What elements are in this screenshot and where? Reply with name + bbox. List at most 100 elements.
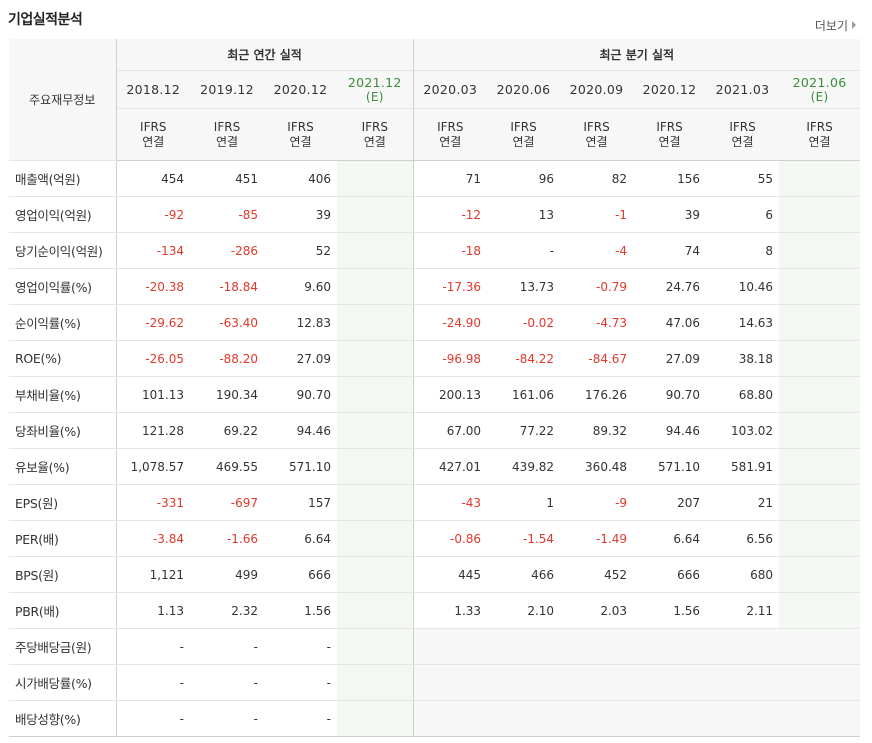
value-cell: 176.26: [560, 376, 634, 413]
value-cell: 121.28: [116, 412, 190, 449]
basis-standard: IFRS: [213, 119, 241, 134]
value-cell: -697: [190, 484, 264, 521]
table-row: PBR(배) 1.13 2.32 1.56 1.33 2.10 2.03 1.56 2.11: [9, 592, 861, 629]
value-cell: [706, 628, 780, 665]
value-cell: [487, 664, 561, 701]
value-cell: [337, 484, 414, 521]
value-cell: -286: [190, 232, 264, 269]
value-cell: [337, 196, 414, 233]
basis-scope: 연결: [215, 134, 239, 149]
period-label: 2020.03: [423, 82, 478, 97]
value-cell: 571.10: [633, 448, 707, 485]
period-label: 2020.06: [496, 82, 551, 97]
value-cell: 190.34: [190, 376, 264, 413]
corner-header: 주요재무정보: [9, 39, 117, 161]
period-header: 2018.12: [116, 70, 190, 109]
basis-standard: IFRS: [437, 119, 464, 134]
table-row: 당기순이익(억원) -134 -286 52 -18- -4 74 8: [9, 232, 861, 269]
financial-table-body: 매출액(억원) 454 451 406 71 96 82 156 55 영업이익(억원) -92 -8…: [9, 160, 861, 737]
value-cell: 67.00: [413, 412, 488, 449]
period-label: 2021.12: [347, 74, 402, 90]
row-label: 매출액(억원): [9, 160, 117, 197]
value-cell: -: [190, 700, 264, 737]
value-cell: -12: [413, 196, 488, 233]
value-cell: 451: [190, 160, 264, 197]
value-cell: [487, 628, 561, 665]
basis-scope: 연결: [808, 134, 831, 149]
value-cell: [633, 700, 707, 737]
table-row: 당좌비율(%) 121.28 69.22 94.46 67.00 77.22 89.32 94…: [9, 412, 861, 449]
value-cell: 161.06: [487, 376, 561, 413]
value-cell: 6.56: [706, 520, 780, 557]
value-cell: [779, 232, 861, 269]
period-header: 2021.06 (E): [779, 70, 861, 109]
period-label: 2018.12: [126, 82, 181, 97]
value-cell: -0.02: [487, 304, 561, 341]
row-label: 시가배당률(%): [9, 664, 117, 701]
value-cell: 466: [487, 556, 561, 593]
basis-header: IFRS 연결: [560, 108, 634, 161]
period-label: 2020.12: [642, 82, 697, 97]
period-label: 2021.06: [792, 74, 847, 90]
quarter-group-header: 최근 분기 실적: [413, 39, 861, 71]
more-link[interactable]: 더보기: [815, 17, 856, 34]
basis-header: IFRS 연결: [264, 108, 337, 161]
value-cell: 55: [706, 160, 780, 197]
value-cell: 94.46: [264, 412, 337, 449]
value-cell: 90.70: [264, 376, 337, 413]
row-label: 영업이익률(%): [9, 268, 117, 305]
table-row: PER(배) -3.84 -1.66 6.64 -0.86 -1.54 -1.49 6.64 6…: [9, 520, 861, 557]
basis-header: IFRS 연결: [487, 108, 561, 161]
value-cell: [779, 160, 861, 197]
value-cell: [337, 160, 414, 197]
value-cell: [633, 628, 707, 665]
value-cell: 96: [487, 160, 561, 197]
value-cell: -84.67: [560, 340, 634, 377]
value-cell: 74: [633, 232, 707, 269]
value-cell: 38.18: [706, 340, 780, 377]
period-header: 2021.03: [706, 70, 780, 109]
period-header: 2020.09: [560, 70, 634, 109]
value-cell: 680: [706, 556, 780, 593]
value-cell: -: [264, 628, 337, 665]
value-cell: -43: [413, 484, 488, 521]
value-cell: -134: [116, 232, 190, 269]
value-cell: [337, 556, 414, 593]
more-link-label: 더보기: [814, 19, 848, 33]
value-cell: -: [264, 700, 337, 737]
period-header: 2020.12: [264, 70, 337, 109]
value-cell: 90.70: [633, 376, 707, 413]
value-cell: -1.66: [190, 520, 264, 557]
value-cell: [779, 484, 861, 521]
value-cell: [413, 700, 488, 737]
value-cell: 39: [264, 196, 337, 233]
value-cell: [706, 700, 780, 737]
value-cell: [706, 664, 780, 701]
table-row: 유보율(%) 1,078.57 469.55 571.10 427.01 439.82 36…: [9, 448, 861, 485]
value-cell: 1.56: [633, 592, 707, 629]
value-cell: 69.22: [190, 412, 264, 449]
value-cell: 21: [706, 484, 780, 521]
value-cell: [779, 376, 861, 413]
section-title: 기업실적분석: [8, 12, 83, 28]
value-cell: [779, 700, 861, 737]
value-cell: -24.90: [413, 304, 488, 341]
value-cell: 454: [116, 160, 190, 197]
value-cell: 89.32: [560, 412, 634, 449]
row-label: PER(배): [9, 520, 117, 557]
value-cell: 77.22: [487, 412, 561, 449]
value-cell: [633, 664, 707, 701]
value-cell: 1: [487, 484, 561, 521]
value-cell: -: [116, 664, 190, 701]
value-cell: -: [264, 664, 337, 701]
estimate-mark: (E): [810, 89, 829, 104]
row-label: 당좌비율(%): [9, 412, 117, 449]
value-cell: -20.38: [116, 268, 190, 305]
value-cell: 1.56: [264, 592, 337, 629]
basis-scope: 연결: [142, 134, 165, 149]
basis-header: IFRS 연결: [190, 108, 264, 161]
value-cell: 2.11: [706, 592, 780, 629]
value-cell: -63.40: [190, 304, 264, 341]
value-cell: 581.91: [706, 448, 780, 485]
value-cell: [560, 700, 634, 737]
